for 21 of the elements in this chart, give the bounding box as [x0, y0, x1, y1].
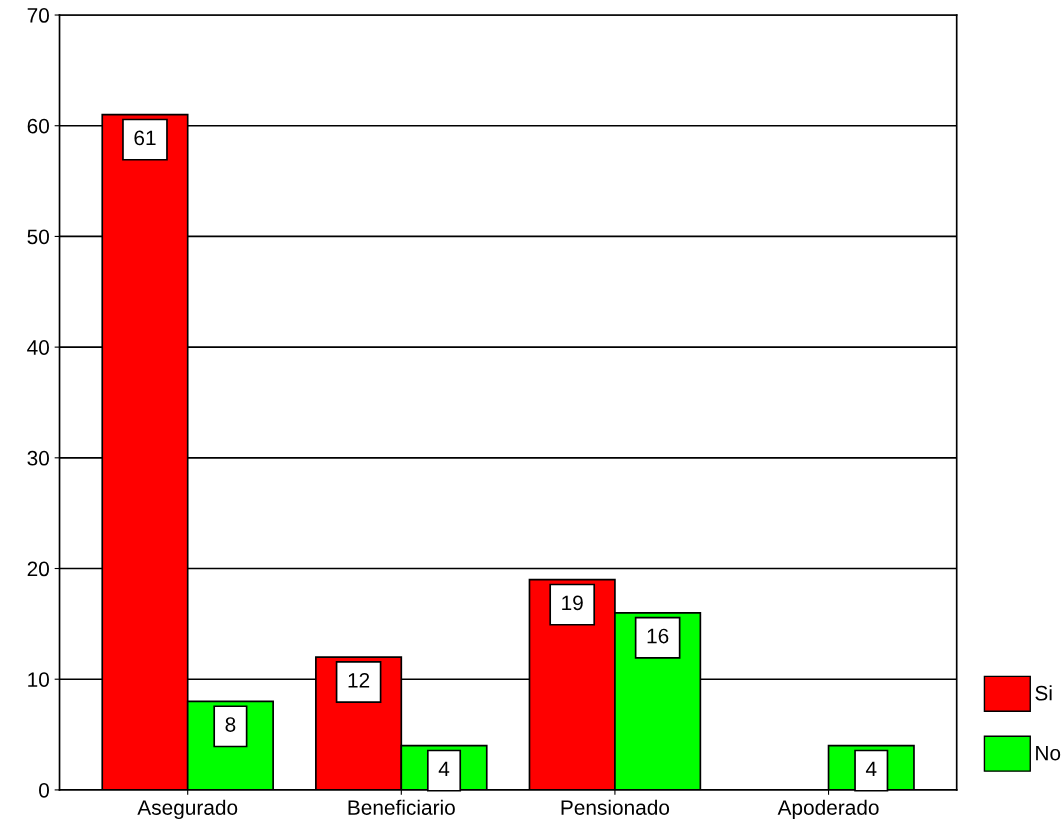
- data-label: 12: [348, 672, 370, 688]
- y-tick-label: 0: [39, 782, 49, 798]
- y-tick-label: 70: [27, 8, 49, 23]
- legend-label: No: [1036, 745, 1061, 761]
- x-tick-label: Pensionado: [561, 799, 670, 815]
- data-label: 4: [865, 761, 877, 777]
- y-tick-label: 40: [27, 340, 49, 355]
- x-tick-label: Beneficiario: [348, 799, 455, 815]
- data-label: 16: [647, 628, 669, 644]
- y-tick-label: 20: [27, 561, 49, 577]
- y-tick-label: 30: [27, 450, 49, 466]
- data-label: 4: [438, 761, 450, 777]
- data-label: 19: [562, 595, 583, 611]
- legend-label: Si: [1035, 685, 1052, 701]
- y-tick-label: 60: [27, 118, 49, 134]
- y-tick-label: 50: [27, 229, 49, 245]
- data-label: 8: [225, 717, 236, 732]
- y-tick-label: 10: [28, 672, 49, 687]
- data-label: 61: [134, 130, 156, 146]
- x-tick-label: Asegurado: [137, 799, 238, 820]
- x-tick-label: Apoderado: [777, 799, 879, 820]
